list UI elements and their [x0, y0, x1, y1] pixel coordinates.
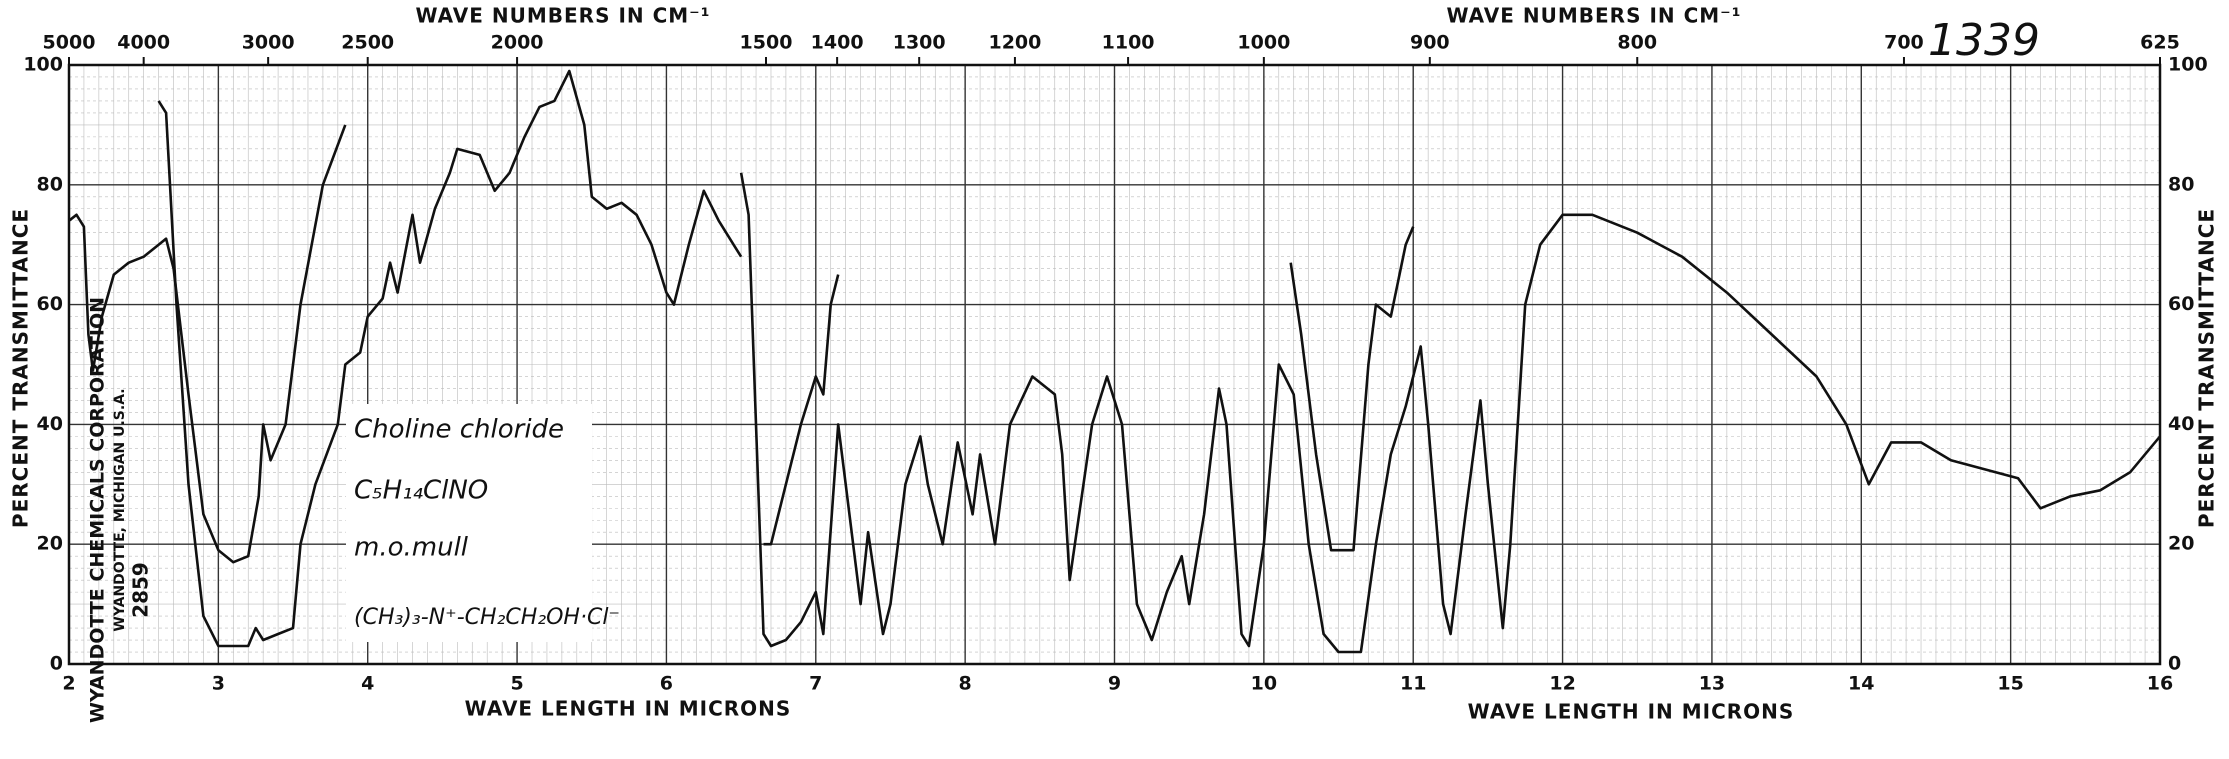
y-tick-label: 80 — [2168, 173, 2194, 195]
plot-frame — [67, 63, 2162, 666]
x2-tick-label: 700 — [1884, 32, 1924, 54]
x2-tick-label: 2500 — [341, 32, 394, 54]
y-axis-label: PERCENT TRANSMITTANCE — [2195, 208, 2219, 528]
x-tick-label: 13 — [1699, 673, 1725, 695]
x-tick-label: 14 — [1848, 673, 1874, 695]
x2-axis-label: WAVE NUMBERS IN CM⁻¹ — [1447, 4, 1742, 28]
x-tick-label: 5 — [510, 673, 523, 695]
spectrum-line — [763, 274, 840, 546]
x2-tick-label: 1200 — [988, 32, 1041, 54]
spectrum-line — [68, 124, 347, 564]
spectrum-line — [1289, 226, 1415, 552]
x-tick-label: 9 — [1108, 673, 1121, 695]
x2-axis-label: WAVE NUMBERS IN CM⁻¹ — [416, 4, 711, 28]
y-tick-label: 0 — [50, 653, 63, 675]
x-axis-label: WAVE LENGTH IN MICRONS — [1468, 700, 1795, 724]
label-box — [346, 404, 592, 642]
y-tick-label: 80 — [37, 173, 63, 195]
annotation: (CH₃)₃-N⁺-CH₂CH₂OH·Cl⁻ — [354, 605, 620, 630]
spectrum-line — [157, 69, 743, 648]
annotation: m.o.mull — [354, 533, 469, 563]
x2-tick-label: 4000 — [117, 32, 170, 54]
chart-title: 1339 — [1928, 15, 2040, 66]
y-tick-label: 40 — [37, 413, 63, 435]
y-tick-label: 0 — [2168, 653, 2181, 675]
spectrum-line — [739, 172, 2161, 654]
x2-tick-label: 1000 — [1237, 32, 1290, 54]
y-tick-label: 100 — [23, 54, 63, 76]
x-tick-label: 10 — [1251, 673, 1277, 695]
y-tick-label: 20 — [2168, 533, 2194, 555]
x2-tick-label: 1100 — [1102, 32, 1155, 54]
y-tick-label: 40 — [2168, 413, 2194, 435]
x2-tick-label: 800 — [1617, 32, 1657, 54]
x-tick-label: 8 — [959, 673, 972, 695]
x-axis-label: WAVE LENGTH IN MICRONS — [465, 697, 792, 721]
x-tick-label: 12 — [1549, 673, 1575, 695]
x-tick-label: 6 — [660, 673, 673, 695]
y-axis-label: PERCENT TRANSMITTANCE — [9, 208, 33, 528]
x2-tick-label: 2000 — [491, 32, 544, 54]
y-tick-label: 20 — [37, 533, 63, 555]
y-tick-label: 60 — [37, 293, 63, 315]
x-tick-label: 7 — [809, 673, 822, 695]
x-tick-label: 2 — [62, 673, 75, 695]
x2-tick-label: 1300 — [893, 32, 946, 54]
x2-tick-label: 1400 — [811, 32, 864, 54]
x2-tick-label: 625 — [2140, 32, 2180, 54]
annotation: C₅H₁₄ClNO — [354, 476, 488, 506]
x-tick-label: 11 — [1400, 673, 1426, 695]
stamp: WYANDOTTE CHEMICALS CORPORATION — [87, 297, 109, 723]
y-tick-label: 60 — [2168, 293, 2194, 315]
x2-tick-label: 900 — [1410, 32, 1450, 54]
x-tick-label: 4 — [361, 673, 374, 695]
x2-tick-label: 1500 — [740, 32, 793, 54]
y-tick-label: 100 — [2168, 54, 2208, 76]
x-tick-label: 16 — [2147, 673, 2173, 695]
stamp: 2859 — [129, 562, 153, 618]
x2-tick-label: 5000 — [43, 32, 96, 54]
stamp: WYANDOTTE, MICHIGAN U.S.A. — [112, 388, 128, 631]
x2-tick-label: 3000 — [242, 32, 295, 54]
annotation: Choline chloride — [354, 415, 564, 445]
x-tick-label: 15 — [1997, 673, 2023, 695]
x-tick-label: 3 — [212, 673, 225, 695]
